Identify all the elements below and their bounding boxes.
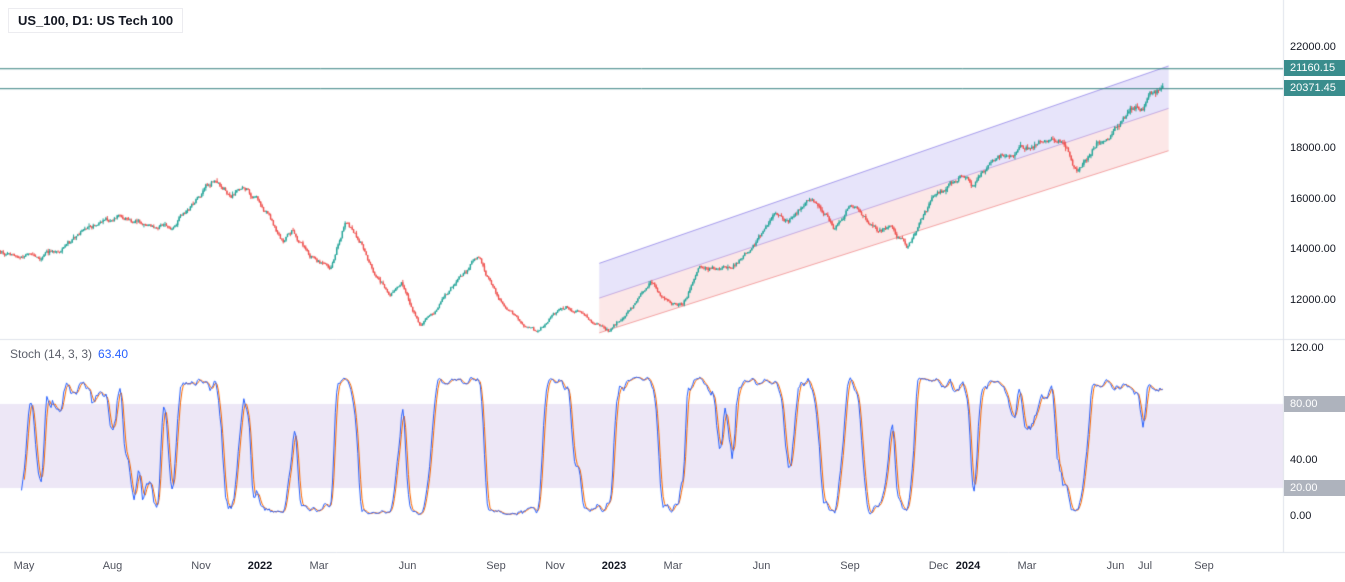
- stoch-indicator-label: Stoch (14, 3, 3): [10, 347, 93, 361]
- stoch-tick-label: 120.00: [1290, 342, 1324, 354]
- time-axis-year-label: 2022: [247, 560, 273, 572]
- symbol-title: US_100, D1: US Tech 100: [18, 13, 174, 28]
- time-axis-month-label: Mar: [663, 560, 683, 572]
- time-axis-month-label: May: [13, 560, 35, 572]
- time-axis-month-label: Sep: [840, 560, 860, 572]
- stoch-legend[interactable]: Stoch (14, 3, 3) 63.40: [10, 347, 128, 361]
- stoch-tick-label: 0.00: [1290, 510, 1312, 522]
- time-axis-month-label: Nov: [545, 560, 565, 572]
- price-tick-label: 14000.00: [1290, 243, 1336, 256]
- time-axis-month-label: Sep: [1194, 560, 1214, 572]
- time-axis-year-label: 2024: [955, 560, 981, 572]
- time-axis-month-label: Dec: [928, 560, 949, 572]
- symbol-legend[interactable]: US_100, D1: US Tech 100: [8, 8, 184, 33]
- stoch-level-badge: 20.00: [1284, 480, 1345, 496]
- time-axis-month-label: Mar: [309, 560, 329, 572]
- time-axis-month-label: Jun: [398, 560, 417, 572]
- price-tick-label: 22000.00: [1290, 41, 1336, 53]
- time-axis-month-label: Aug: [102, 560, 123, 572]
- time-axis-month-label: Jul: [1137, 560, 1153, 572]
- stoch-indicator-value: 63.40: [98, 347, 129, 361]
- price-tick-label: 12000.00: [1290, 294, 1336, 306]
- price-tick-label: 16000.00: [1290, 192, 1336, 205]
- price-tick-label: 18000.00: [1290, 142, 1336, 155]
- time-axis-month-label: Mar: [1017, 560, 1037, 572]
- time-axis-year-label: 2023: [601, 560, 627, 572]
- time-axis-month-label: Jun: [1106, 560, 1125, 572]
- time-axis-month-label: Nov: [191, 560, 211, 572]
- stoch-level-badge: 80.00: [1284, 396, 1345, 412]
- time-axis-month-label: Sep: [486, 560, 506, 572]
- time-axis-month-label: Jun: [752, 560, 771, 572]
- price-axis[interactable]: 22000.00 18000.00 16000.00 14000.00 12000.00…: [1284, 0, 1345, 552]
- stoch-tick-label: 40.00: [1290, 454, 1318, 466]
- hline-price-badge: 21160.15: [1284, 60, 1345, 77]
- time-axis[interactable]: May Aug Nov 2022 Mar Jun Sep Nov 2023 Mar Jun Sep De…: [0, 553, 1345, 582]
- hline-price-badge: 20371.45: [1284, 80, 1345, 97]
